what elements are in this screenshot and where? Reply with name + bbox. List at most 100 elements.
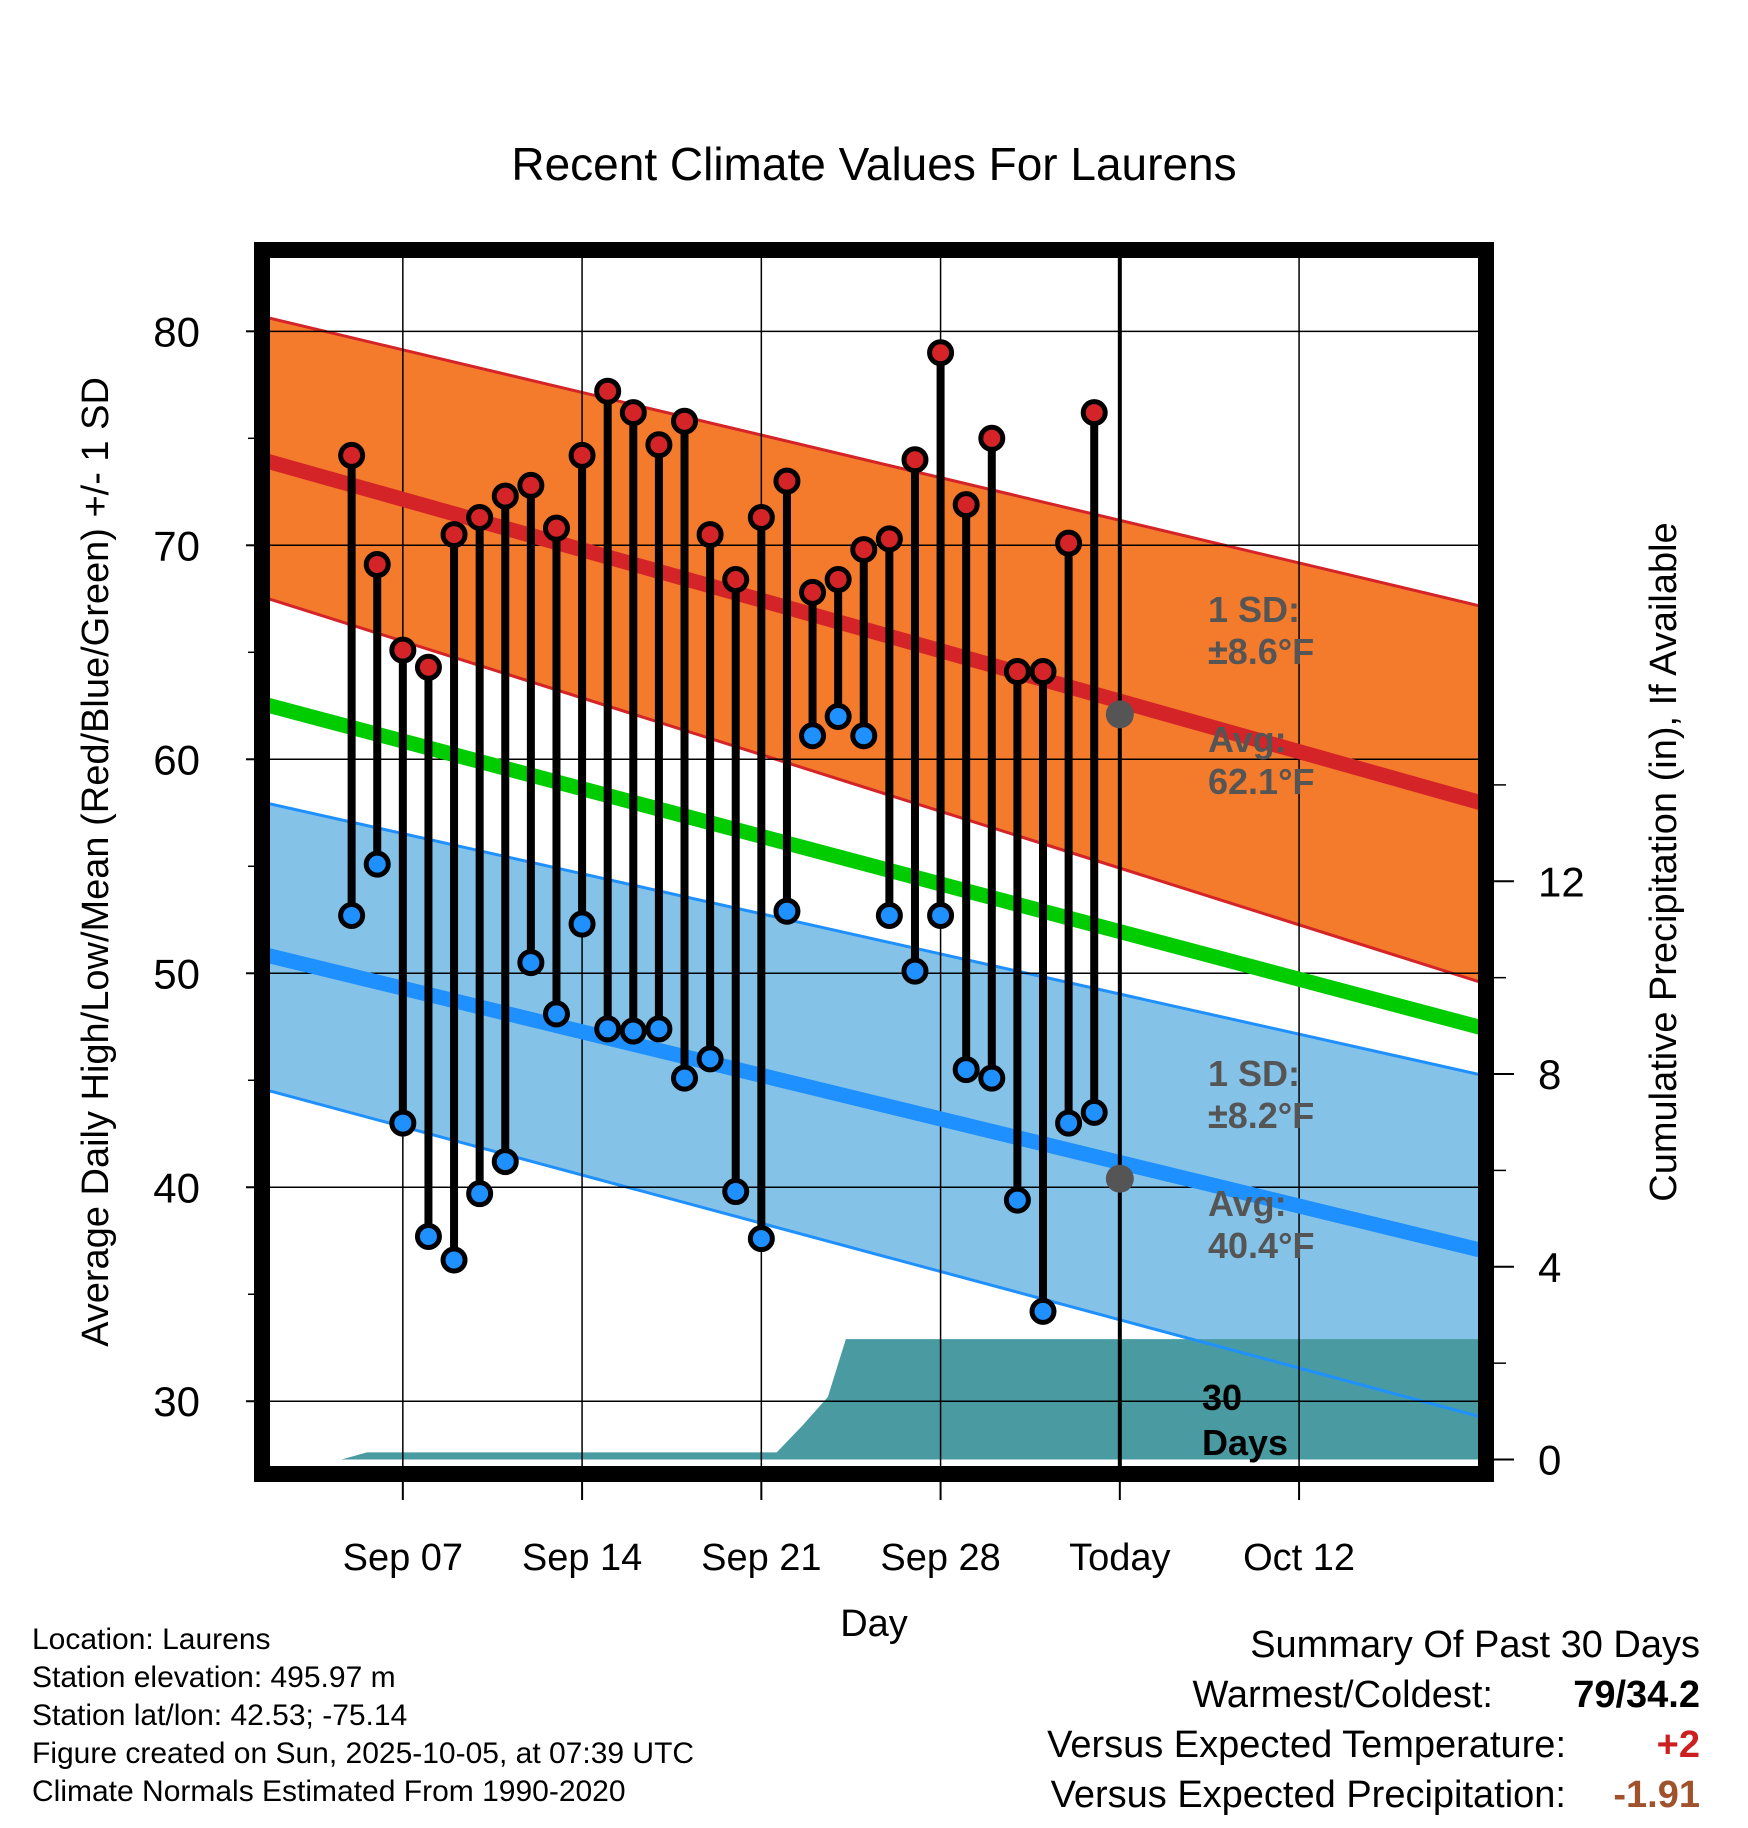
y2-tick-label: 4 (1538, 1244, 1561, 1291)
chart-title: Recent Climate Values For Laurens (511, 138, 1236, 190)
high-sd-lower-line (262, 595, 1486, 986)
footer-elevation: Station elevation: 495.97 m (32, 1661, 396, 1694)
x-tick-label: Oct 12 (1243, 1537, 1355, 1579)
y-tick-label: 30 (153, 1378, 200, 1425)
obs-high-marker (978, 424, 1006, 452)
obs-low-marker (1029, 1297, 1057, 1325)
obs-low-marker (1003, 1186, 1031, 1214)
obs-low-marker (1055, 1109, 1083, 1137)
footer-normals: Climate Normals Estimated From 1990-2020 (32, 1775, 626, 1808)
obs-high-marker (671, 407, 699, 435)
obs-low-marker (978, 1064, 1006, 1092)
y2-tick-labels: 0 4 8 12 (1538, 858, 1585, 1483)
avg-mean-line (262, 696, 1486, 1037)
obs-low-marker (696, 1045, 724, 1073)
avg-high-line (262, 452, 1486, 812)
obs-high-marker (696, 521, 724, 549)
y2-tick-label: 8 (1538, 1051, 1561, 1098)
obs-high-marker (901, 446, 929, 474)
obs-low-marker (542, 1000, 570, 1028)
low-avg-label: Avg: (1208, 1183, 1287, 1224)
obs-low-marker (517, 949, 545, 977)
x-axis-label: Day (840, 1603, 908, 1645)
x-tick-label: Sep 21 (701, 1537, 821, 1579)
summary-warmest-coldest-label: Warmest/Coldest: (1192, 1674, 1493, 1716)
summary-temp-value: +2 (1656, 1724, 1700, 1766)
obs-high-marker (363, 551, 391, 579)
obs-high-marker (1029, 658, 1057, 686)
x-tick-label: Sep 14 (522, 1537, 642, 1579)
high-avg-label: Avg: (1208, 719, 1287, 760)
y-tick-labels: 30 40 50 60 70 80 (153, 308, 200, 1425)
footer-created: Figure created on Sun, 2025-10-05, at 07… (32, 1737, 695, 1770)
obs-low-marker (1080, 1098, 1108, 1126)
obs-low-marker (901, 957, 929, 985)
today-low-avg-dot (1105, 1164, 1134, 1193)
obs-low-marker (491, 1148, 519, 1176)
obs-high-marker (927, 339, 955, 367)
obs-low-marker (722, 1178, 750, 1206)
obs-high-marker (824, 566, 852, 594)
obs-low-marker (619, 1017, 647, 1045)
obs-high-marker (645, 431, 673, 459)
obs-high-marker (747, 503, 775, 531)
y-tick-label: 80 (153, 308, 200, 355)
low-sd-lower-line (262, 1087, 1486, 1420)
high-sd-band (262, 316, 1486, 984)
obs-low-marker (671, 1064, 699, 1092)
precipitation-area (262, 1339, 1486, 1460)
window-label: 30 Days (1202, 1377, 1288, 1463)
low-avg-value: 40.4°F (1208, 1225, 1314, 1266)
low-sd-label: 1 SD: (1208, 1053, 1300, 1094)
obs-low-marker (799, 722, 827, 750)
obs-high-marker (619, 399, 647, 427)
obs-high-marker (722, 566, 750, 594)
obs-high-marker (1055, 529, 1083, 557)
y-tick-label: 60 (153, 736, 200, 783)
low-sd-upper-line (262, 800, 1486, 1078)
x-tick-label: Today (1069, 1537, 1170, 1579)
obs-low-marker (773, 897, 801, 925)
y-tick-label: 50 (153, 950, 200, 997)
y2-tick-label: 0 (1538, 1437, 1561, 1484)
summary-precip-value: -1.91 (1613, 1774, 1700, 1816)
summary-precip-label: Versus Expected Precipitation: (1050, 1774, 1566, 1816)
low-annotation: 1 SD: ±8.2°F Avg: 40.4°F (1208, 1053, 1314, 1266)
obs-high-marker (466, 503, 494, 531)
obs-high-marker (414, 653, 442, 681)
obs-low-marker (952, 1056, 980, 1084)
axis-ticks (246, 330, 1514, 1500)
obs-low-marker (568, 910, 596, 938)
obs-low-marker (338, 901, 366, 929)
x-tick-labels: Sep 07 Sep 14 Sep 21 Sep 28 Today Oct 12 (343, 1537, 1355, 1579)
high-sd-value: ±8.6°F (1208, 631, 1314, 672)
summary-warmest-coldest-value: 79/34.2 (1573, 1674, 1700, 1716)
obs-high-marker (594, 377, 622, 405)
y2-axis-label: Cumulative Precipitation (in), If Availa… (1643, 522, 1685, 1201)
obs-high-marker (952, 491, 980, 519)
obs-high-marker (799, 578, 827, 606)
obs-high-marker (875, 525, 903, 553)
window-label-days-word: Days (1202, 1422, 1288, 1463)
obs-high-marker (491, 482, 519, 510)
high-sd-upper-line (262, 314, 1486, 609)
obs-low-marker (850, 722, 878, 750)
obs-low-marker (440, 1246, 468, 1274)
low-sd-value: ±8.2°F (1208, 1095, 1314, 1136)
summary-temp-label: Versus Expected Temperature: (1047, 1724, 1566, 1766)
obs-high-marker (850, 536, 878, 564)
obs-high-marker (542, 514, 570, 542)
obs-low-marker (414, 1222, 442, 1250)
daily-observations (338, 339, 1108, 1325)
today-high-avg-dot (1105, 700, 1134, 729)
y-tick-label: 70 (153, 522, 200, 569)
obs-low-marker (927, 901, 955, 929)
obs-low-marker (747, 1225, 775, 1253)
obs-high-marker (773, 467, 801, 495)
avg-low-line (262, 946, 1486, 1259)
obs-low-marker (824, 702, 852, 730)
plot-frame (254, 242, 1494, 1482)
high-avg-value: 62.1°F (1208, 761, 1314, 802)
obs-low-marker (645, 1015, 673, 1043)
